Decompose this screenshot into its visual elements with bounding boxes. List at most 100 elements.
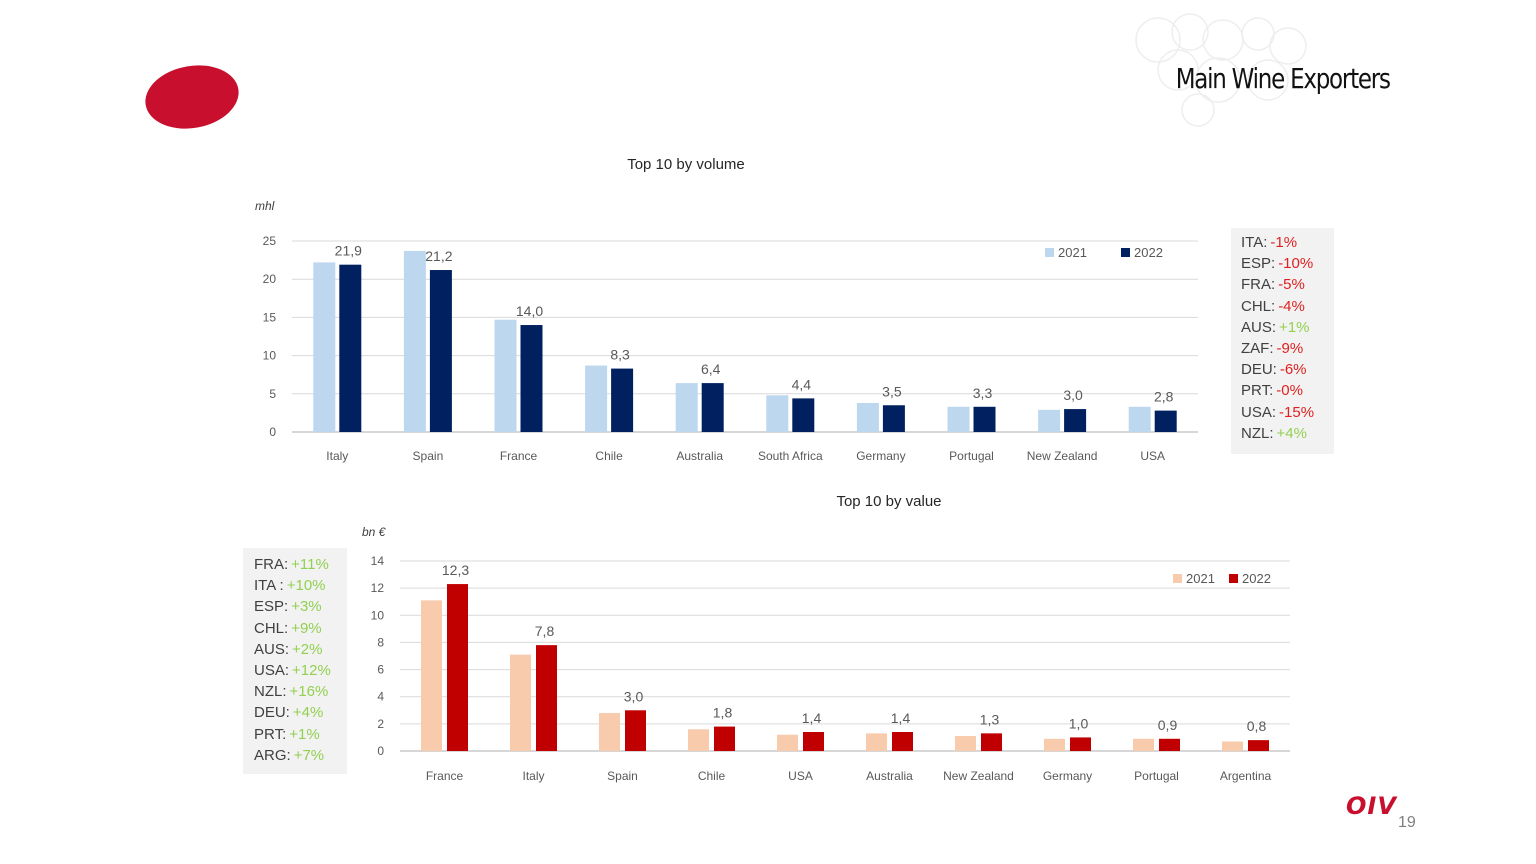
- change-row: USA: -15%: [1241, 402, 1334, 423]
- x-category-label: Chile: [698, 769, 726, 783]
- bar-2022: [973, 406, 996, 432]
- change-value: -1%: [1270, 234, 1298, 251]
- bar-2022: [1064, 409, 1087, 432]
- change-row: ARG: +7%: [254, 745, 347, 766]
- data-label: 0,8: [1247, 718, 1267, 734]
- x-category-label: Portugal: [949, 449, 994, 463]
- bar-2021: [856, 402, 879, 432]
- y-tick-label: 10: [263, 349, 277, 363]
- country-code: AUS:: [254, 640, 290, 658]
- country-code: AUS:: [1241, 318, 1277, 336]
- bar-2022: [714, 726, 735, 751]
- change-row: ESP: -10%: [1241, 253, 1334, 274]
- change-value: -15%: [1279, 403, 1315, 421]
- page-number: 19: [1398, 814, 1416, 831]
- bar-2022: [882, 405, 905, 432]
- bar-2022: [447, 584, 468, 751]
- bar-2022: [981, 733, 1002, 751]
- x-category-label: New Zealand: [1027, 449, 1098, 463]
- x-category-label: USA: [1140, 449, 1165, 463]
- chart-title: Top 10 by volume: [627, 156, 745, 173]
- country-code: USA:: [254, 662, 290, 680]
- bar-2021: [599, 713, 620, 751]
- data-label: 1,0: [1069, 715, 1089, 731]
- legend-swatch-2022: [1121, 248, 1130, 257]
- x-category-label: Spain: [607, 769, 638, 783]
- country-code: CHL:: [254, 619, 289, 637]
- country-code: CHL:: [1241, 297, 1276, 315]
- y-tick-label: 14: [371, 554, 385, 568]
- change-value: -6%: [1279, 361, 1307, 379]
- data-label: 12,3: [442, 562, 469, 578]
- bar-2021: [403, 250, 426, 432]
- legend-label: 2021: [1058, 245, 1087, 260]
- change-value: +11%: [291, 556, 329, 573]
- country-code: PRT:: [1241, 382, 1274, 400]
- bar-2022: [1159, 738, 1180, 751]
- country-code: USA:: [1241, 403, 1277, 421]
- data-label: 3,5: [882, 383, 902, 399]
- bar-2021: [947, 406, 970, 432]
- bar-2022: [1070, 737, 1091, 751]
- legend-label: 2022: [1134, 245, 1163, 260]
- data-label: 1,4: [802, 710, 822, 726]
- bar-2021: [1038, 409, 1061, 432]
- bar-2021: [1044, 738, 1065, 751]
- x-category-label: France: [426, 769, 464, 783]
- change-value: +4%: [292, 704, 324, 722]
- change-row: DEU: -6%: [1241, 359, 1334, 380]
- data-label: 7,8: [535, 623, 555, 639]
- volume-bar-chart: Top 10 by volume mhl 0 5 10 15 20 25 21,9 Italy 21…: [255, 156, 1198, 463]
- x-category-label: Italy: [522, 769, 544, 783]
- change-row: DEU: +4%: [254, 702, 347, 723]
- y-tick-label: 4: [377, 690, 384, 704]
- bar-2021: [866, 733, 887, 751]
- x-category-label: Argentina: [1220, 769, 1272, 783]
- data-label: 14,0: [516, 303, 543, 319]
- country-code: ARG:: [254, 746, 291, 764]
- y-tick-label: 15: [263, 310, 277, 324]
- country-code: ESP:: [254, 598, 289, 616]
- bar-2021: [313, 262, 336, 432]
- data-label: 3,0: [624, 688, 644, 704]
- x-category-label: Spain: [413, 449, 444, 463]
- y-tick-label: 25: [263, 234, 277, 248]
- country-code: FRA:: [254, 556, 289, 573]
- change-row: FRA: -5%: [1241, 274, 1334, 295]
- country-code: DEU:: [1241, 361, 1277, 379]
- x-category-label: France: [500, 449, 538, 463]
- change-row: PRT: -0%: [1241, 380, 1334, 401]
- change-row: ITA : +10%: [254, 575, 347, 596]
- x-category-label: New Zealand: [943, 769, 1014, 783]
- y-axis-unit-label: mhl: [255, 199, 275, 213]
- x-category-label: Germany: [856, 449, 905, 463]
- bar-2021: [675, 383, 698, 432]
- x-category-label: Australia: [676, 449, 723, 463]
- volume-change-box: ITA: -1% ESP: -10% FRA: -5% CHL: -4% AUS: +1% ZAF:…: [1231, 228, 1334, 454]
- data-label: 3,0: [1063, 387, 1083, 403]
- change-value: -4%: [1278, 297, 1305, 315]
- change-row: ESP: +3%: [254, 596, 347, 617]
- y-tick-label: 10: [371, 608, 385, 622]
- country-code: NZL:: [254, 683, 287, 701]
- legend-swatch-2021: [1173, 574, 1182, 583]
- change-value: -0%: [1276, 382, 1303, 400]
- change-value: +1%: [289, 725, 320, 743]
- chart-title: Top 10 by value: [836, 493, 941, 510]
- change-row: NZL: +4%: [1241, 423, 1334, 444]
- y-axis-unit-label: bn €: [362, 525, 387, 539]
- country-code: ZAF:: [1241, 340, 1274, 358]
- slide-title: Main Wine Exporters: [1175, 62, 1391, 95]
- data-label: 3,3: [973, 385, 993, 401]
- change-value: +16%: [289, 683, 329, 701]
- data-label: 8,3: [610, 347, 630, 363]
- data-label: 0,9: [1158, 717, 1178, 733]
- bar-2022: [1248, 740, 1269, 751]
- bar-2022: [1154, 410, 1177, 432]
- x-category-label: Chile: [595, 449, 623, 463]
- bar-2022: [625, 710, 646, 751]
- change-value: +2%: [292, 640, 323, 658]
- bar-2022: [892, 732, 913, 751]
- data-label: 4,4: [792, 376, 812, 392]
- bar-2022: [520, 325, 543, 432]
